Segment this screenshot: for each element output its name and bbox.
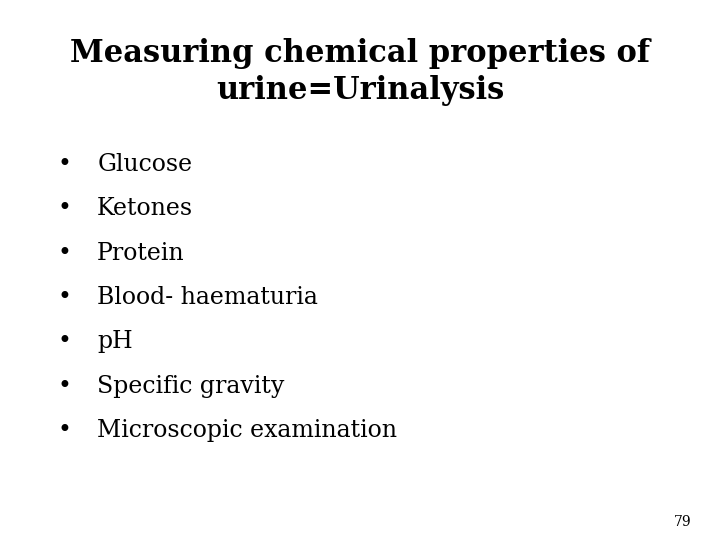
Text: •: • [58,419,72,442]
Text: •: • [58,153,72,176]
Text: •: • [58,330,72,353]
Text: 79: 79 [674,515,691,529]
Text: pH: pH [97,330,132,353]
Text: Blood- haematuria: Blood- haematuria [97,286,318,309]
Text: Specific gravity: Specific gravity [97,375,284,397]
Text: •: • [58,286,72,309]
Text: Microscopic examination: Microscopic examination [97,419,397,442]
Text: Measuring chemical properties of
urine=Urinalysis: Measuring chemical properties of urine=U… [70,38,650,106]
Text: •: • [58,198,72,220]
Text: •: • [58,242,72,265]
Text: •: • [58,375,72,397]
Text: Protein: Protein [97,242,185,265]
Text: Ketones: Ketones [97,198,194,220]
Text: Glucose: Glucose [97,153,192,176]
